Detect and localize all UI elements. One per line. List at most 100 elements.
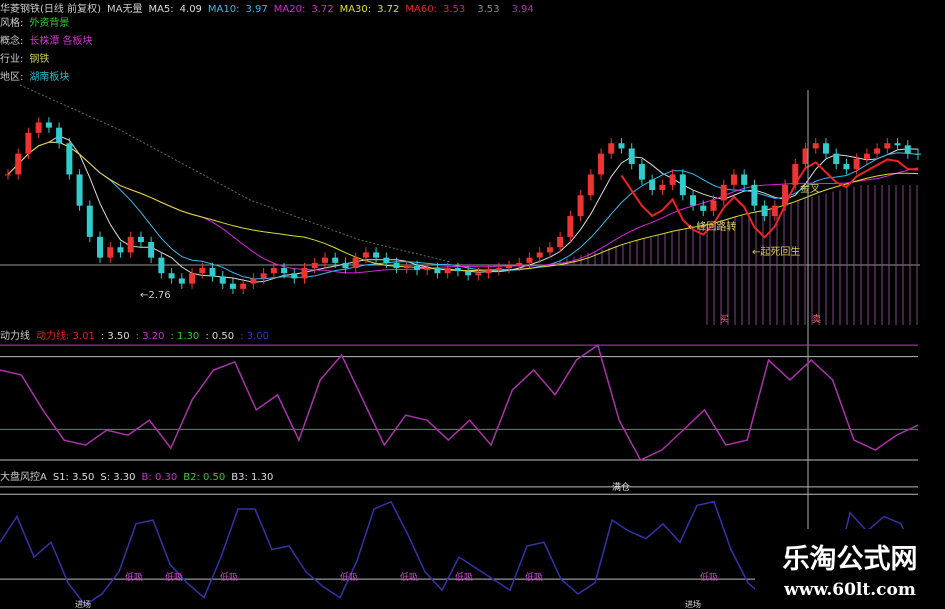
candle-body (516, 262, 523, 266)
info-label: 风格: (0, 18, 24, 29)
info-row: 风格: 外资背景 (0, 14, 75, 29)
ma-value: 3.72 (377, 4, 400, 15)
candle-body (536, 252, 543, 258)
candle-body (352, 257, 359, 269)
annotation-label: ←起死回生 (752, 245, 800, 258)
candle-body (822, 143, 829, 154)
candle-body (383, 257, 390, 263)
buy-signal-label: 低吸 (165, 571, 183, 583)
chart-header: 华菱钢铁(日线 前复权) MA无量 MA5: 4.09 MA10: 3.97 MA20: 3.… (0, 0, 546, 15)
candle-body (792, 164, 799, 185)
candle-body (281, 268, 288, 274)
info-value: 钢铁 (29, 54, 50, 65)
indicator-value: : 3.50 (100, 331, 130, 342)
candle-body (25, 132, 32, 154)
ma-mode: MA无量 (106, 4, 143, 15)
ma-label: MA5: (148, 4, 174, 15)
candle-body (649, 179, 656, 191)
ma-label: MA30: (339, 4, 372, 15)
candle-body (301, 268, 308, 279)
indicator-value: : 1.30 (170, 331, 200, 342)
ma-value: 3.72 (311, 4, 334, 15)
candle-body (802, 148, 809, 165)
candle-body (741, 174, 748, 185)
indicator-value: : 3.00 (240, 331, 269, 342)
candle-body (495, 268, 502, 271)
candle-body (843, 164, 850, 170)
entry-signal-label: 进场 (685, 600, 701, 609)
info-value: 长株潭 各板块 (29, 36, 93, 47)
long-ma-line (19, 84, 451, 263)
candle-body (874, 148, 881, 154)
buy-signal-label: 低吸 (220, 571, 238, 583)
candle-body (485, 270, 492, 274)
info-label: 行业: (0, 54, 24, 65)
candle-body (853, 158, 860, 170)
info-label: 概念: (0, 36, 24, 47)
candle-body (291, 273, 298, 279)
candle-body (444, 268, 451, 274)
candle-body (587, 174, 594, 196)
candle-body (158, 257, 165, 274)
candle-body (311, 262, 318, 269)
entry-signal-label: 进场 (75, 600, 91, 609)
candle-body (209, 268, 216, 277)
candle-body (659, 184, 666, 191)
candle-body (15, 153, 22, 175)
candle-body (219, 276, 226, 284)
candle-body (178, 278, 185, 284)
info-value: 湖南板块 (29, 72, 70, 83)
ma60-line (620, 158, 919, 239)
candle-body (250, 278, 257, 284)
candle-body (751, 184, 758, 206)
candle-body (598, 153, 605, 175)
candle-body (393, 262, 400, 269)
candle-body (373, 252, 380, 258)
candle-body (270, 268, 277, 274)
panel2-name: 动力线 (0, 331, 30, 342)
indicator-value: B: 0.30 (141, 472, 178, 483)
candle-body (97, 236, 104, 258)
info-row: 地区: 湖南板块 (0, 68, 75, 83)
candle-body (66, 143, 73, 175)
info-row: 行业: 钢铁 (0, 50, 55, 65)
signal-label: 买 (720, 314, 729, 325)
indicator-value: B2: 0.50 (183, 472, 226, 483)
watermark: 乐淘公式网 www.60lt.com (755, 529, 945, 609)
candle-body (863, 153, 870, 159)
candle-body (5, 174, 11, 176)
ma-label: MA60: (405, 4, 437, 15)
candle-body (56, 127, 63, 144)
candle-body (904, 145, 911, 154)
candle-body (700, 205, 707, 211)
ma-label: MA20: (273, 4, 306, 15)
candle-body (137, 236, 144, 243)
candle-body (546, 247, 553, 253)
candle-body (567, 216, 574, 237)
low-price-label: ←2.76 (140, 290, 171, 301)
candle-body (475, 273, 482, 276)
candle-body (506, 265, 513, 269)
candle-body (117, 247, 124, 253)
candle-body (720, 184, 727, 201)
candle-body (454, 268, 461, 272)
buy-signal-label: 低吸 (400, 571, 418, 583)
indicator-value: : 3.20 (135, 331, 165, 342)
candle-body (638, 164, 645, 180)
candle-body (35, 122, 42, 133)
candle-body (434, 268, 441, 274)
candle-body (894, 143, 901, 146)
candle-body (669, 174, 676, 185)
annotation-label: ←峰回路转 (688, 220, 736, 233)
candle-body (229, 283, 236, 289)
ma-label: MA10: (207, 4, 240, 15)
candle-body (526, 257, 533, 263)
candle-body (76, 174, 83, 206)
info-label: 地区: (0, 72, 24, 83)
ma-value: 3.53 (442, 4, 466, 15)
ma5-line (7, 135, 919, 283)
candle-body (127, 236, 134, 253)
indicator-value: 动力线: 3.01 (36, 331, 95, 342)
candle-body (761, 205, 768, 217)
